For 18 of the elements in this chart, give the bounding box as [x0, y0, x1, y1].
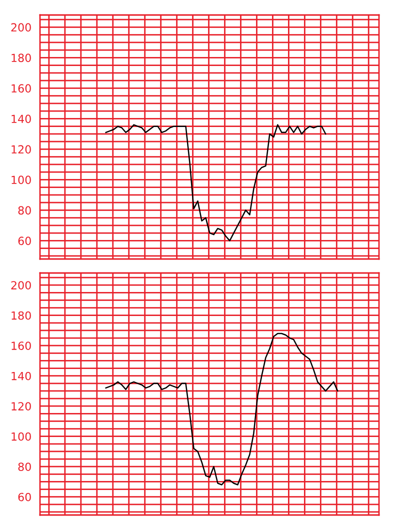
y-tick-label: 120: [12, 402, 31, 410]
y-tick-label: 140: [12, 114, 31, 124]
line-series: [105, 124, 326, 242]
y-tick-label: 80: [18, 206, 31, 215]
y-tick-label: 200: [11, 281, 31, 290]
y-tick-label: 180: [12, 311, 31, 320]
y-tick-label: 100: [12, 432, 31, 441]
y-tick-label: 160: [12, 342, 31, 350]
y-tick-label: 140: [12, 372, 31, 380]
y-tick-label: 180: [12, 54, 31, 62]
line-series: [105, 332, 338, 486]
y-tick-label: 120: [12, 145, 31, 154]
y-tick-label: 80: [18, 462, 31, 471]
y-tick-label: 160: [12, 84, 31, 93]
y-tick-label: 60: [18, 492, 31, 502]
y-tick-label: 100: [12, 176, 31, 184]
y-tick-label: 60: [18, 236, 31, 246]
y-tick-label: 200: [11, 23, 31, 32]
